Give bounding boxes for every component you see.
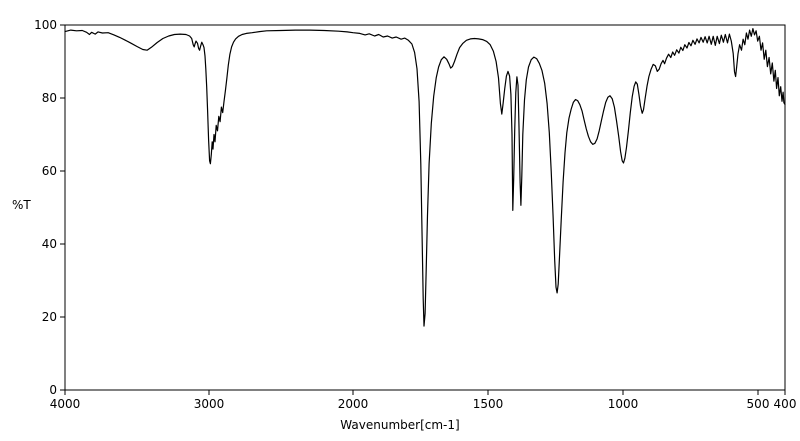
spectrum-curve — [64, 28, 786, 327]
x-axis-tick-label: 2000 — [338, 397, 369, 411]
x-axis-tick-label: 4000 — [50, 397, 81, 411]
x-axis-tick-label: 1000 — [608, 397, 639, 411]
x-axis-title: Wavenumber[cm-1] — [340, 418, 460, 432]
plot-frame — [64, 24, 786, 391]
y-axis-tick-label: 0 — [49, 383, 57, 397]
y-axis-tick-label: 80 — [42, 91, 57, 105]
y-axis-tick-label: 20 — [42, 310, 57, 324]
x-axis-tick-label: 500 — [747, 397, 770, 411]
y-axis-tick-label: 40 — [42, 237, 57, 251]
x-axis-tick-label: 1500 — [473, 397, 504, 411]
y-axis-tick-label: 100 — [34, 18, 57, 32]
y-axis-title: %T — [12, 198, 31, 212]
x-axis-tick-label: 400 — [774, 397, 797, 411]
x-axis-tick-label: 3000 — [194, 397, 225, 411]
y-axis-tick-label: 60 — [42, 164, 57, 178]
